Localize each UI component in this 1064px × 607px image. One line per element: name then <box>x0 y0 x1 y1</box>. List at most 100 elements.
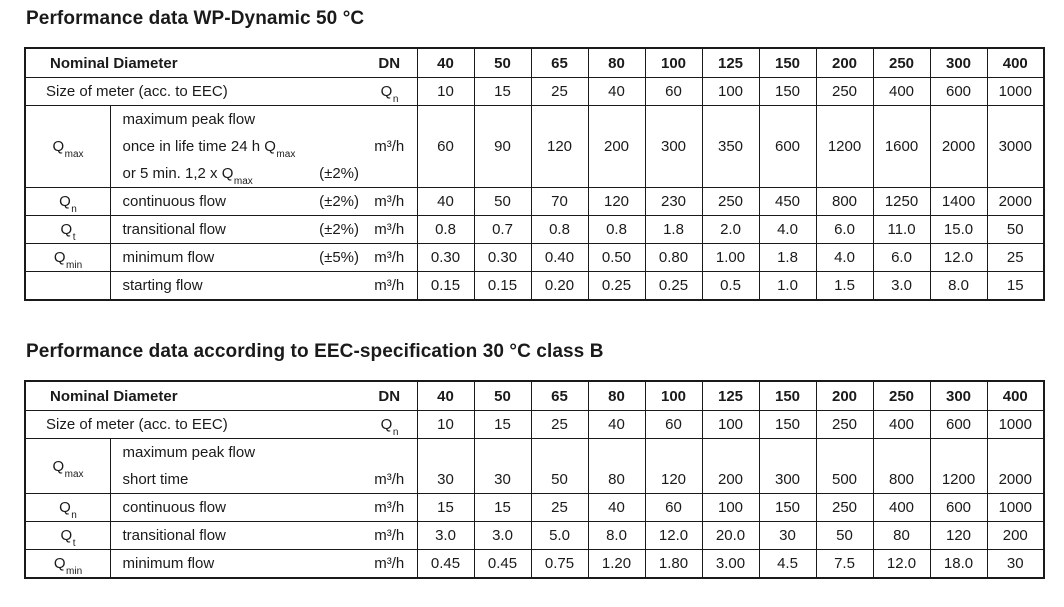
value-cell: 120 <box>530 105 589 188</box>
value-cell: 15.0 <box>929 215 988 244</box>
value-cell: 70 <box>530 187 589 216</box>
value-cell: 25 <box>986 243 1045 272</box>
value-cell: 7.5 <box>815 549 874 579</box>
dn-value-cell: 400 <box>986 47 1045 78</box>
symbol-base: Q <box>53 249 66 266</box>
dn-value-cell: 100 <box>644 380 703 411</box>
value-cell: 80 <box>872 521 931 550</box>
value-text: 30 <box>494 471 511 488</box>
size-of-meter-label: Size of meter (acc. to EEC) <box>46 416 228 433</box>
symbol-subscript: n <box>392 427 399 438</box>
tolerance-label: (±2%) <box>319 193 360 210</box>
description-text-main: or 5 min. 1,2 x Q <box>122 165 234 182</box>
value-cell: 0.7 <box>473 215 532 244</box>
description-text-main: starting flow <box>122 277 203 294</box>
dn-value-cell: 65 <box>530 47 589 78</box>
row-description-cell: transitional flow (±2%) <box>109 215 363 244</box>
value-cell: 30 <box>473 438 532 494</box>
dn-value-cell: 100 <box>644 47 703 78</box>
symbol-subscript: min <box>66 566 83 577</box>
data-row: Qt transitional flow m³/h 3.0 3.0 5.0 8.0 12.0 2… <box>24 521 1045 550</box>
value-cell: 30 <box>758 521 817 550</box>
value-cell: 1.80 <box>644 549 703 579</box>
value-cell: 200 <box>587 105 646 188</box>
value-cell: 12.0 <box>872 549 931 579</box>
description-text-main: maximum peak flow <box>122 111 256 128</box>
value-cell: 15 <box>986 271 1045 301</box>
value-text: 800 <box>889 471 915 488</box>
row-symbol-cell: Qt <box>24 521 111 550</box>
value-cell: 800 <box>872 438 931 494</box>
description-text-main: minimum flow <box>122 249 215 266</box>
size-value-cell: 600 <box>929 77 988 106</box>
value-cell: 4.5 <box>758 549 817 579</box>
value-cell: 0.8 <box>530 215 589 244</box>
performance-table: Nominal Diameter DN 40 50 65 80 100 125 150 200 25… <box>24 47 1046 301</box>
value-cell: 0.45 <box>473 549 532 579</box>
dn-value-cell: 200 <box>815 47 874 78</box>
value-cell: 2000 <box>986 438 1045 494</box>
symbol-subscript: t <box>72 232 76 243</box>
description-text-main: once in life time 24 h Q <box>122 138 276 155</box>
value-text: 500 <box>832 471 858 488</box>
description-text-main: minimum flow <box>122 555 215 572</box>
value-cell: 1200 <box>815 105 874 188</box>
description-line: short time <box>111 466 362 493</box>
qn-symbol-cell: Qn <box>362 77 418 106</box>
dn-value-cell: 250 <box>872 380 931 411</box>
data-row: Qmin minimum flow m³/h 0.45 0.45 0.75 1.20 1.80… <box>24 549 1045 579</box>
value-text: 2000 <box>998 471 1032 488</box>
value-cell: 600 <box>758 105 817 188</box>
value-cell: 20.0 <box>701 521 760 550</box>
value-cell: 0.25 <box>587 271 646 301</box>
value-text: 30 <box>437 471 454 488</box>
value-cell: 8.0 <box>587 521 646 550</box>
symbol-subscript: t <box>72 538 76 549</box>
dn-value-cell: 65 <box>530 380 589 411</box>
table-section: Performance data WP-Dynamic 50 °C Nominal… <box>24 8 1064 301</box>
description-line: maximum peak flow <box>111 107 362 134</box>
value-cell: 3.0 <box>416 521 475 550</box>
size-of-meter-row: Size of meter (acc. to EEC) Qn 10 15 25 40 60 1… <box>24 77 1045 106</box>
value-cell: 15 <box>416 493 475 522</box>
symbol-base: Q <box>60 527 73 544</box>
value-cell: 0.8 <box>416 215 475 244</box>
value-cell: 0.45 <box>416 549 475 579</box>
value-cell: 300 <box>644 105 703 188</box>
description-text: transitional flow <box>123 523 226 549</box>
description-text-main: transitional flow <box>122 221 226 238</box>
value-cell: 350 <box>701 105 760 188</box>
value-cell: 15 <box>473 493 532 522</box>
dn-value-cell: 40 <box>416 380 475 411</box>
data-row: Qn continuous flow (±2%) m³/h 40 50 70 120 230 25… <box>24 187 1045 216</box>
value-cell: 8.0 <box>929 271 988 301</box>
data-row: Qn continuous flow m³/h 15 15 25 40 60 100 150 250… <box>24 493 1045 522</box>
symbol-subscript: min <box>66 260 83 271</box>
symbol-subscript: n <box>71 510 77 521</box>
value-text: 1200 <box>941 471 976 488</box>
size-value-cell: 15 <box>473 77 532 106</box>
row-symbol-cell: Qmax <box>24 438 111 494</box>
row-unit-cell: m³/h <box>362 271 418 301</box>
description-line: transitional flow <box>111 523 362 549</box>
size-value-cell: 100 <box>701 77 760 106</box>
value-cell: 230 <box>644 187 703 216</box>
dn-header-cell: DN <box>362 380 418 411</box>
dn-value-cell: 125 <box>701 47 760 78</box>
size-value-cell: 600 <box>929 410 988 439</box>
dn-value-cell: 80 <box>587 380 646 411</box>
size-value-cell: 10 <box>416 410 475 439</box>
size-value-cell: 25 <box>530 410 589 439</box>
symbol-base: Q <box>380 416 393 433</box>
tables-container: Performance data WP-Dynamic 50 °C Nominal… <box>24 8 1064 579</box>
value-cell: 0.40 <box>530 243 589 272</box>
dn-value-cell: 50 <box>473 380 532 411</box>
description-text: once in life time 24 h Qmax <box>122 133 296 160</box>
row-description-cell: minimum flow <box>109 549 363 579</box>
value-cell: 100 <box>701 493 760 522</box>
value-cell: 6.0 <box>815 215 874 244</box>
description-line: minimum flow (±5%) <box>111 245 362 271</box>
value-cell: 60 <box>644 493 703 522</box>
symbol-subscript: max <box>64 468 84 480</box>
value-text: 80 <box>608 471 625 488</box>
